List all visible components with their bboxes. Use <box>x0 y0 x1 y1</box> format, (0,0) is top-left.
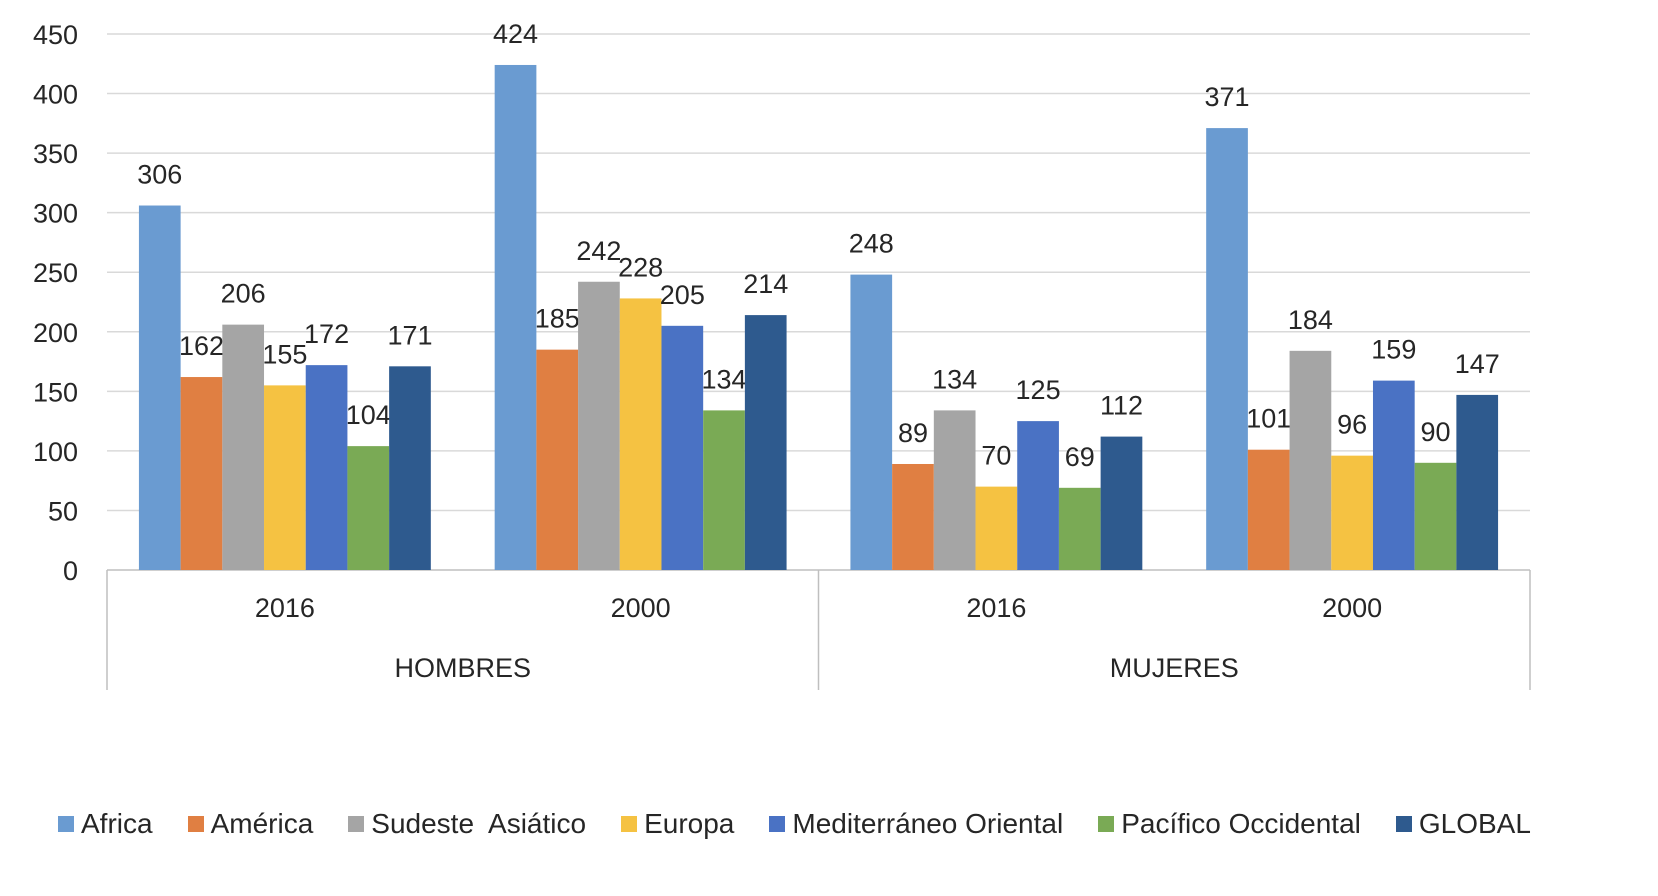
bar <box>850 274 893 570</box>
legend-swatch <box>1395 816 1412 832</box>
bar <box>180 377 223 570</box>
bar <box>892 463 934 570</box>
data-label: 112 <box>1100 391 1143 421</box>
y-tick-label: 150 <box>33 377 78 407</box>
legend-swatch <box>58 816 74 832</box>
legend-item: Europa <box>621 808 734 840</box>
bar <box>1289 350 1332 570</box>
data-label: 248 <box>849 229 894 259</box>
chart-legend: Africa América Sudeste Asiático Europa Medit… <box>58 808 1648 840</box>
data-label: 125 <box>1016 375 1061 405</box>
legend-item: América <box>187 808 314 840</box>
x-category-label: 2016 <box>966 593 1026 623</box>
y-tick-label: 0 <box>63 556 78 586</box>
legend-label: Africa <box>81 808 153 839</box>
bar <box>1247 449 1290 570</box>
data-label: 90 <box>1421 417 1451 447</box>
legend-label: Sudeste Asiático <box>371 808 587 839</box>
bar <box>933 410 976 570</box>
data-label: 371 <box>1204 82 1249 112</box>
bar <box>1058 487 1101 570</box>
legend-swatch <box>769 816 786 832</box>
bar <box>1100 436 1143 570</box>
bar <box>138 205 181 570</box>
data-label: 147 <box>1455 349 1500 379</box>
data-label: 184 <box>1288 305 1333 335</box>
data-label: 89 <box>898 418 928 448</box>
bar <box>389 366 431 570</box>
y-tick-label: 450 <box>33 20 78 50</box>
x-group-label: HOMBRES <box>394 653 531 683</box>
x-category-label: 2000 <box>1322 593 1382 623</box>
data-label: 159 <box>1371 335 1416 365</box>
legend-label: América <box>210 808 314 839</box>
bar <box>619 298 662 570</box>
legend-swatch <box>348 816 365 832</box>
data-label: 185 <box>535 304 580 334</box>
legend-label: Pacífico Occidental <box>1121 808 1361 839</box>
data-label: 104 <box>346 400 391 430</box>
data-label: 228 <box>618 252 663 282</box>
bar <box>494 64 537 571</box>
data-label: 306 <box>137 160 182 190</box>
bar <box>264 385 306 570</box>
legend-label: Mediterráneo Oriental <box>792 808 1064 839</box>
bar <box>1331 455 1373 570</box>
data-label: 162 <box>179 331 224 361</box>
legend-item: Africa <box>58 808 153 840</box>
legend-item: Mediterráneo Oriental <box>769 808 1063 840</box>
bar <box>661 325 704 570</box>
legend-label: Europa <box>644 808 735 839</box>
legend-item: Pacífico Occidental <box>1098 808 1361 840</box>
bar <box>975 486 1018 570</box>
data-label: 214 <box>743 269 788 299</box>
bar <box>305 365 348 570</box>
bar <box>347 446 390 570</box>
data-label: 96 <box>1337 410 1367 440</box>
bar <box>1372 380 1415 570</box>
y-tick-label: 200 <box>33 318 78 348</box>
legend-item: GLOBAL <box>1395 808 1531 840</box>
legend-swatch <box>187 816 204 832</box>
data-label: 70 <box>981 441 1011 471</box>
x-group-label: MUJERES <box>1110 653 1239 683</box>
bar <box>1017 421 1059 570</box>
data-label: 424 <box>493 19 538 49</box>
data-label: 172 <box>304 319 349 349</box>
bar <box>1414 462 1457 570</box>
data-label: 242 <box>576 236 621 266</box>
data-label: 134 <box>701 364 746 394</box>
data-label: 206 <box>221 279 266 309</box>
y-tick-label: 300 <box>33 199 78 229</box>
bar <box>1456 394 1499 570</box>
data-label: 101 <box>1246 404 1291 434</box>
bar <box>1206 128 1248 570</box>
y-tick-label: 350 <box>33 139 78 169</box>
data-label: 69 <box>1065 442 1095 472</box>
data-label: 134 <box>932 364 977 394</box>
legend-item: Sudeste Asiático <box>348 808 586 840</box>
y-tick-label: 250 <box>33 258 78 288</box>
legend-swatch <box>1098 816 1115 832</box>
bar <box>536 349 579 570</box>
x-category-label: 2016 <box>255 593 315 623</box>
legend-swatch <box>621 816 638 832</box>
y-tick-label: 400 <box>33 80 78 110</box>
bar <box>222 324 265 570</box>
bar <box>578 281 620 570</box>
x-category-label: 2000 <box>611 593 671 623</box>
y-tick-label: 50 <box>48 496 78 526</box>
y-tick-label: 100 <box>33 437 78 467</box>
data-label: 205 <box>660 280 705 310</box>
data-label: 155 <box>262 339 307 369</box>
bar <box>703 410 745 570</box>
data-label: 171 <box>387 320 432 350</box>
bar <box>744 315 787 570</box>
legend-label: GLOBAL <box>1418 808 1531 839</box>
